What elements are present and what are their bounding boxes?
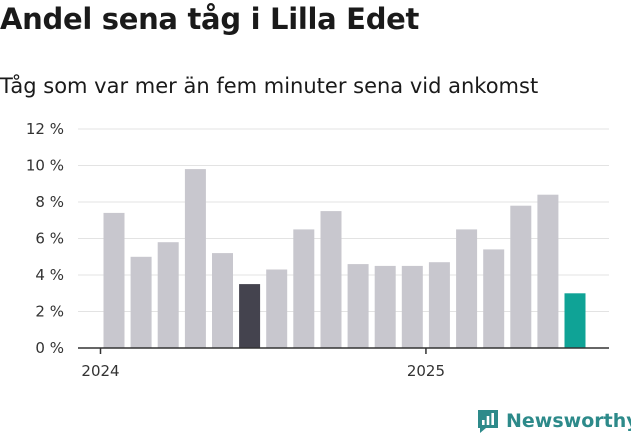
x-tick-label: 2024 [81,362,119,380]
bar-2024-06 [239,284,261,348]
bar-2024-10 [347,264,369,348]
bar-2025-05 [537,194,559,348]
bar-2024-12 [401,265,423,348]
x-tick-label: 2025 [407,362,445,380]
y-tick-label: 10 % [26,157,64,175]
bar-2024-04 [184,169,206,348]
bar-2025-04 [510,205,532,348]
y-tick-label: 4 % [35,266,64,284]
y-tick-label: 0 % [35,339,64,357]
chart-subtitle: Tåg som var mer än fem minuter sena vid … [0,74,539,98]
newsworthy-brand: Newsworthy [476,408,631,434]
bar-2024-03 [157,242,179,348]
y-axis-labels: 0 % 2 % 4 % 6 % 8 % 10 % 12 % [26,120,64,357]
bar-2024-07 [266,269,288,348]
bar-2024-11 [374,265,396,348]
brand-name: Newsworthy [506,410,631,432]
y-tick-label: 12 % [26,120,64,138]
bar-2024-01 [103,212,125,348]
bar-2025-03 [483,249,505,348]
bar-2024-05 [212,253,233,348]
bar-2024-08 [293,229,315,348]
bar-2025-01 [428,262,450,348]
newsworthy-logo-icon [478,410,498,433]
y-tick-label: 8 % [35,193,64,211]
y-tick-label: 6 % [35,230,64,248]
bars [103,169,586,349]
y-tick-label: 2 % [35,303,64,321]
x-axis: 2024 2025 [78,347,609,380]
bar-2024-09 [320,211,342,348]
bar-2025-06 [564,293,586,349]
bar-2025-02 [456,229,478,348]
chart-title: Andel sena tåg i Lilla Edet [0,2,420,36]
bar-2024-02 [130,256,152,349]
